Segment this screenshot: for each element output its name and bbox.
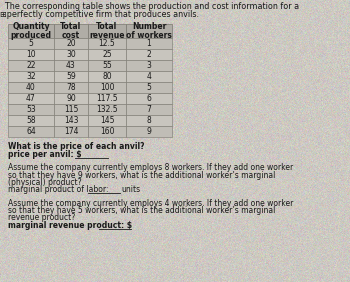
Text: 5: 5 <box>147 83 152 92</box>
Text: marginal revenue product: $: marginal revenue product: $ <box>8 221 132 230</box>
Text: units: units <box>121 186 140 195</box>
Bar <box>126 60 172 71</box>
Bar <box>54 93 88 104</box>
Bar <box>126 126 172 137</box>
Text: price per anvil: $: price per anvil: $ <box>8 150 82 159</box>
Text: 4: 4 <box>147 72 152 81</box>
Bar <box>88 82 126 93</box>
Bar <box>88 60 126 71</box>
Text: 100: 100 <box>100 83 114 92</box>
Bar <box>54 115 88 126</box>
Bar <box>126 82 172 93</box>
Bar <box>8 115 54 126</box>
Text: 10: 10 <box>26 50 36 59</box>
Text: What is the price of each anvil?: What is the price of each anvil? <box>8 142 145 151</box>
Text: 3: 3 <box>147 61 152 70</box>
Bar <box>126 71 172 82</box>
Bar <box>88 49 126 60</box>
Text: 7: 7 <box>147 105 152 114</box>
Text: 117.5: 117.5 <box>96 94 118 103</box>
Bar <box>88 71 126 82</box>
Bar <box>88 126 126 137</box>
Text: so that they have 9 workers, what is the additional worker’s marginal: so that they have 9 workers, what is the… <box>8 171 275 180</box>
Text: 80: 80 <box>102 72 112 81</box>
Bar <box>8 126 54 137</box>
Text: 9: 9 <box>147 127 152 136</box>
Bar <box>54 126 88 137</box>
Text: 1: 1 <box>147 39 151 48</box>
Bar <box>88 38 126 49</box>
Text: marginal product of labor:: marginal product of labor: <box>8 186 111 195</box>
Bar <box>8 104 54 115</box>
Bar <box>8 24 54 38</box>
Text: 90: 90 <box>66 94 76 103</box>
Text: 5: 5 <box>29 39 34 48</box>
Text: ⊞perfectly competitive firm that produces anvils.: ⊞perfectly competitive firm that produce… <box>0 10 199 19</box>
Bar <box>54 24 88 38</box>
Text: Assume the company currently employs 4 workers. If they add one worker: Assume the company currently employs 4 w… <box>8 199 293 208</box>
Bar <box>54 71 88 82</box>
Bar <box>88 104 126 115</box>
Bar <box>88 24 126 38</box>
Bar <box>8 60 54 71</box>
Text: 47: 47 <box>26 94 36 103</box>
Bar <box>88 115 126 126</box>
Bar <box>54 104 88 115</box>
Text: 160: 160 <box>100 127 114 136</box>
Text: 6: 6 <box>147 94 152 103</box>
Text: 12.5: 12.5 <box>99 39 116 48</box>
Bar <box>8 49 54 60</box>
Text: 145: 145 <box>100 116 114 125</box>
Text: 22: 22 <box>26 61 36 70</box>
Bar <box>54 49 88 60</box>
Bar <box>8 71 54 82</box>
Text: Number
of workers: Number of workers <box>126 22 172 40</box>
Text: 25: 25 <box>102 50 112 59</box>
Text: 53: 53 <box>26 105 36 114</box>
Text: (physical) product?: (physical) product? <box>8 178 82 187</box>
Bar <box>54 38 88 49</box>
Bar <box>126 115 172 126</box>
Text: 8: 8 <box>147 116 151 125</box>
Text: The corresponding table shows the production and cost information for a: The corresponding table shows the produc… <box>0 2 299 11</box>
Bar <box>88 93 126 104</box>
Text: 115: 115 <box>64 105 78 114</box>
Text: 132.5: 132.5 <box>96 105 118 114</box>
Bar <box>126 104 172 115</box>
Text: 30: 30 <box>66 50 76 59</box>
Text: Total
cost: Total cost <box>60 22 82 40</box>
Bar <box>54 60 88 71</box>
Text: Total
revenue: Total revenue <box>89 22 125 40</box>
Text: 40: 40 <box>26 83 36 92</box>
Text: 78: 78 <box>66 83 76 92</box>
Text: Assume the company currently employs 8 workers. If they add one worker: Assume the company currently employs 8 w… <box>8 163 293 172</box>
Text: 55: 55 <box>102 61 112 70</box>
Text: Quantity
produced: Quantity produced <box>10 22 51 40</box>
Bar <box>126 49 172 60</box>
Text: 174: 174 <box>64 127 78 136</box>
Text: 59: 59 <box>66 72 76 81</box>
Bar <box>8 82 54 93</box>
Bar <box>126 38 172 49</box>
Text: 2: 2 <box>147 50 151 59</box>
Text: 64: 64 <box>26 127 36 136</box>
Bar <box>126 24 172 38</box>
Text: 58: 58 <box>26 116 36 125</box>
Bar <box>54 82 88 93</box>
Text: so that they have 5 workers, what is the additional worker’s marginal: so that they have 5 workers, what is the… <box>8 206 275 215</box>
Text: 32: 32 <box>26 72 36 81</box>
Text: 143: 143 <box>64 116 78 125</box>
Text: revenue product?: revenue product? <box>8 213 75 222</box>
Bar <box>8 38 54 49</box>
Text: 43: 43 <box>66 61 76 70</box>
Bar <box>8 93 54 104</box>
Bar <box>126 93 172 104</box>
Text: 20: 20 <box>66 39 76 48</box>
